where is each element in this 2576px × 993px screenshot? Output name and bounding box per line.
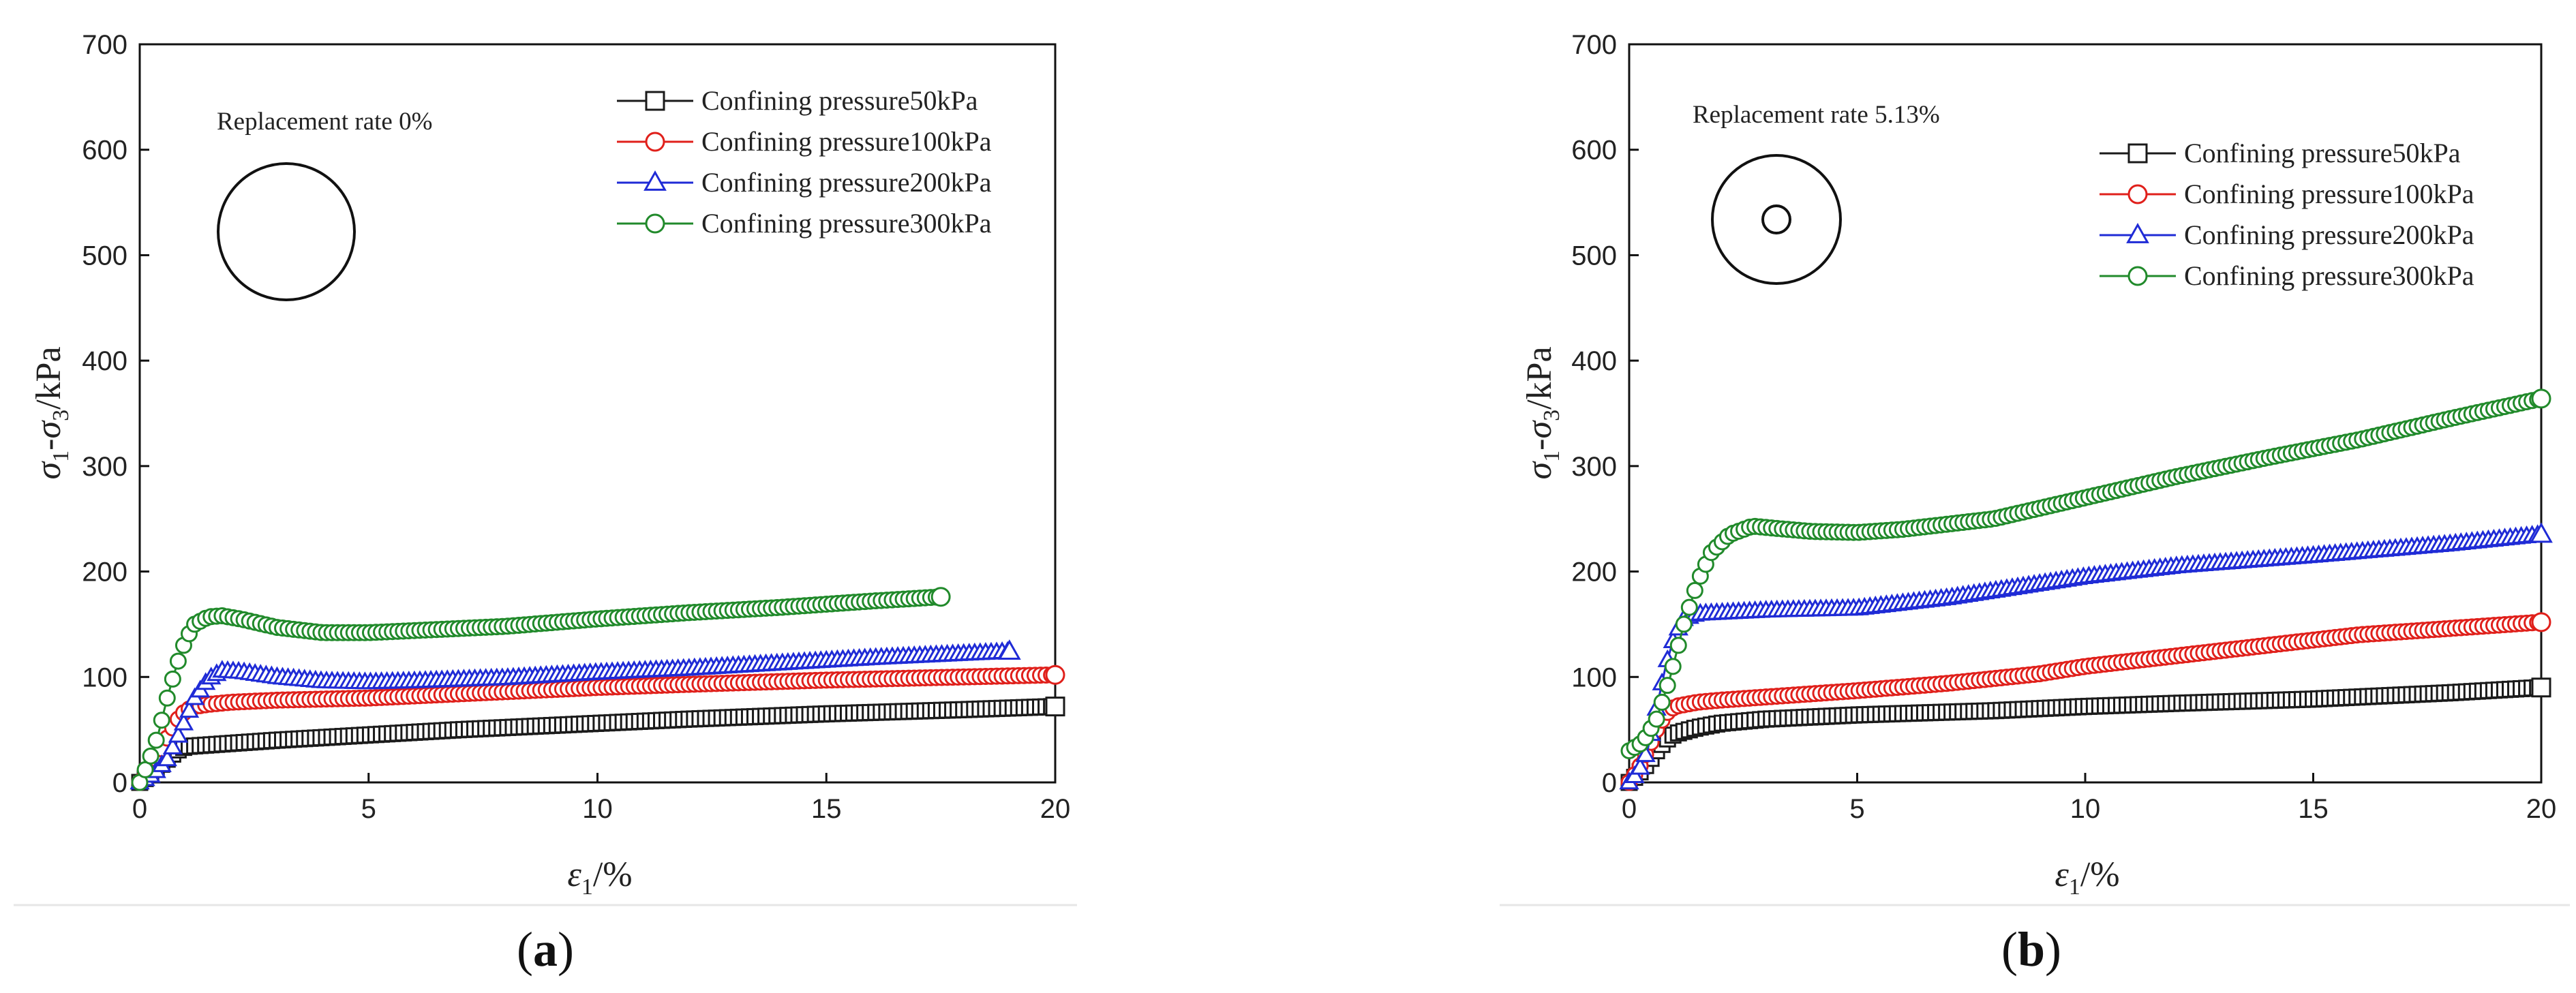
data-point xyxy=(1664,658,1682,675)
legend-marker xyxy=(645,132,665,152)
data-point xyxy=(169,652,187,670)
data-point xyxy=(1045,697,1065,717)
legend-marker xyxy=(645,91,665,111)
x-tick-label: 20 xyxy=(1040,794,1071,824)
data-point xyxy=(1686,581,1703,599)
data-point xyxy=(147,731,165,749)
y-tick-label: 600 xyxy=(82,136,127,166)
x-tick-label: 15 xyxy=(2298,794,2329,824)
data-point xyxy=(2531,612,2551,632)
x-tick-label: 0 xyxy=(132,794,147,824)
x-tick-label: 10 xyxy=(2070,794,2101,824)
legend-marker xyxy=(2126,222,2149,243)
data-point xyxy=(2530,522,2553,543)
data-point xyxy=(158,689,176,707)
data-point xyxy=(142,747,160,765)
y-tick-label: 500 xyxy=(82,241,127,271)
y-tick-label: 100 xyxy=(1571,662,1617,692)
series-markers xyxy=(1620,388,2551,760)
data-point xyxy=(162,736,183,754)
data-point xyxy=(1653,693,1671,711)
x-tick-label: 10 xyxy=(582,794,613,824)
specimen-circle-icon xyxy=(217,162,356,301)
x-axis-label-a: ε1/% xyxy=(567,855,632,900)
data-point xyxy=(1669,637,1687,654)
data-point xyxy=(173,712,194,731)
legend-marker xyxy=(2127,143,2148,164)
data-point xyxy=(1675,615,1693,633)
y-tick-label: 0 xyxy=(112,768,127,798)
y-tick-label: 300 xyxy=(1571,452,1617,482)
y-tick-label: 200 xyxy=(1571,557,1617,587)
data-point xyxy=(164,670,181,688)
legend-label: Confining pressure50kPa xyxy=(701,85,978,116)
series-markers xyxy=(1620,612,2551,791)
data-point xyxy=(179,700,200,718)
y-tick-label: 500 xyxy=(1571,241,1617,271)
series-markers xyxy=(1619,522,2553,790)
series-markers xyxy=(131,697,1065,791)
y-tick-label: 0 xyxy=(1602,768,1617,798)
y-tick-label: 400 xyxy=(1571,346,1617,376)
annotation-b: Replacement rate 5.13% xyxy=(1693,101,1940,129)
series-group-a xyxy=(130,587,1065,791)
y-tick-label: 100 xyxy=(82,662,127,692)
x-tick-label: 0 xyxy=(1622,794,1637,824)
data-point xyxy=(1658,677,1676,694)
legend-marker xyxy=(645,213,665,234)
data-point xyxy=(1680,598,1698,616)
series-markers xyxy=(131,664,1065,791)
data-point xyxy=(157,748,177,767)
x-tick-label: 5 xyxy=(1849,794,1864,824)
data-point xyxy=(1624,765,1645,784)
data-point xyxy=(2531,388,2551,409)
legend-label: Confining pressure200kPa xyxy=(2184,219,2474,250)
legend-a: Confining pressure50kPa Confining pressur… xyxy=(617,85,992,239)
legend-marker xyxy=(643,170,667,191)
legend-label: Confining pressure200kPa xyxy=(701,167,992,198)
y-tick-label: 600 xyxy=(1571,136,1617,166)
data-point xyxy=(168,724,189,743)
legend-marker xyxy=(2127,184,2148,204)
x-tick-label: 5 xyxy=(361,794,376,824)
x-tick-label: 15 xyxy=(811,794,842,824)
y-axis-label-a: σ1-σ3/kPa xyxy=(29,346,74,479)
y-tick-label: 300 xyxy=(82,452,127,482)
replacement-core-icon xyxy=(1761,204,1791,234)
legend-label: Confining pressure50kPa xyxy=(2184,138,2461,168)
series-markers xyxy=(1620,677,2551,791)
data-point xyxy=(2531,677,2551,698)
legend-marker xyxy=(2127,266,2148,286)
y-tick-label: 400 xyxy=(82,346,127,376)
data-point xyxy=(997,639,1021,660)
data-point xyxy=(1045,664,1065,685)
y-tick-label: 700 xyxy=(82,30,127,60)
data-point xyxy=(1648,710,1665,728)
y-tick-label: 700 xyxy=(1571,30,1617,60)
legend-label: Confining pressure300kPa xyxy=(701,208,992,239)
legend-label: Confining pressure100kPa xyxy=(701,126,992,157)
panel-label-b: (b) xyxy=(2001,922,2061,977)
series-group-b xyxy=(1619,388,2553,791)
data-point xyxy=(930,587,951,607)
data-point xyxy=(1630,757,1650,775)
data-point xyxy=(153,712,170,729)
x-axis-label-b: ε1/% xyxy=(2055,855,2119,900)
legend-label: Confining pressure300kPa xyxy=(2184,260,2474,291)
y-axis-label-b: σ1-σ3/kPa xyxy=(1520,346,1564,479)
panel-label-a: (a) xyxy=(517,922,574,977)
specimen-circle-icon xyxy=(1711,154,1842,285)
annotation-a: Replacement rate 0% xyxy=(217,108,432,136)
y-tick-label: 200 xyxy=(82,557,127,587)
legend-b: Confining pressure50kPa Confining pressur… xyxy=(2100,138,2474,291)
data-point xyxy=(1635,744,1656,763)
legend-label: Confining pressure100kPa xyxy=(2184,179,2474,209)
series-markers xyxy=(131,587,951,791)
x-tick-label: 20 xyxy=(2526,794,2557,824)
